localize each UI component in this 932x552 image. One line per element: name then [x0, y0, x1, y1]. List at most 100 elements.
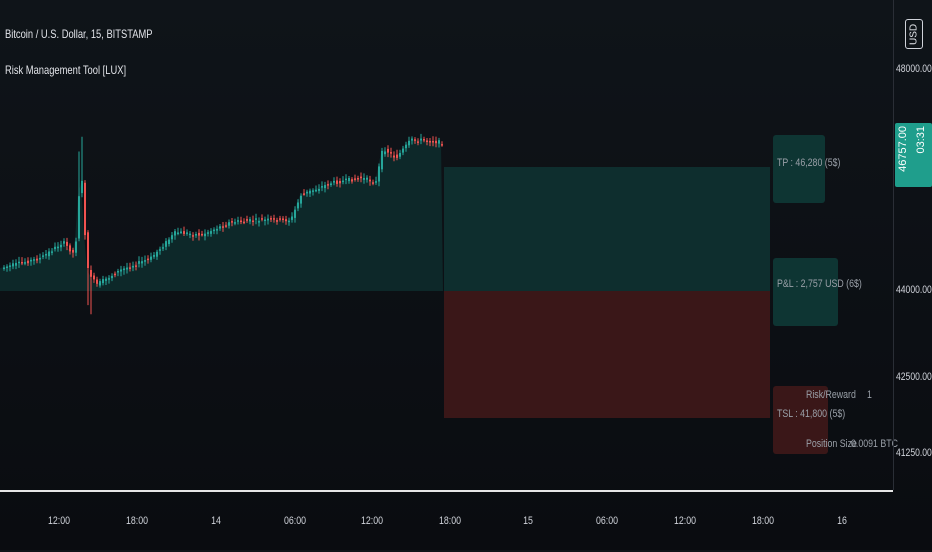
candle-body	[312, 190, 314, 192]
candle-body	[36, 258, 38, 261]
candle-body	[81, 180, 83, 194]
candle-body	[390, 152, 392, 154]
candle-body	[42, 255, 44, 257]
candle-body	[93, 275, 95, 280]
take-profit-zone	[444, 167, 770, 291]
candle-body	[6, 266, 8, 268]
candle-body	[102, 279, 104, 284]
candle-body	[75, 241, 77, 253]
candle-body	[72, 249, 74, 253]
candle-body	[426, 140, 428, 142]
candle-body	[333, 180, 335, 183]
price-label: 44000.00	[896, 284, 932, 296]
candle-body	[78, 196, 80, 239]
candle-body	[30, 259, 32, 262]
price-area-fill	[0, 140, 443, 291]
candle-body	[288, 220, 290, 223]
candle-body	[243, 221, 245, 224]
candle-body	[324, 185, 326, 189]
candle-body	[51, 251, 53, 253]
candle-body	[210, 231, 212, 234]
price-axis[interactable]: 48000.00 44000.00 42500.00 41250.00	[893, 0, 932, 490]
stop-loss-zone	[444, 291, 770, 418]
candle-body	[294, 209, 296, 218]
candle-body	[192, 235, 194, 237]
time-axis[interactable]: 12:00 18:00 14 06:00 12:00 18:00 15 06:0…	[0, 490, 893, 552]
candle-body	[327, 184, 329, 186]
candle-body	[264, 219, 266, 221]
candle-body	[246, 219, 248, 221]
candle-body	[162, 247, 164, 249]
candle-body	[438, 140, 440, 144]
time-label: 06:00	[283, 515, 307, 527]
currency-selector[interactable]: USD	[905, 19, 923, 49]
candle-body	[108, 278, 110, 280]
candle-body	[183, 231, 185, 234]
candle-body	[21, 262, 23, 264]
candle-body	[408, 140, 410, 146]
candle-body	[300, 195, 302, 204]
price-chart[interactable]	[0, 0, 893, 490]
candle-body	[252, 220, 254, 222]
candle-body	[258, 221, 260, 223]
candle-body	[138, 261, 140, 264]
candle-body	[129, 267, 131, 269]
time-label: 16	[837, 515, 847, 527]
candle-body	[381, 150, 383, 170]
time-label: 12:00	[673, 515, 697, 527]
candle-body	[372, 182, 374, 184]
candle-body	[120, 269, 122, 272]
candle-body	[423, 139, 425, 141]
candle-body	[414, 139, 416, 141]
candle-body	[105, 278, 107, 281]
candle-body	[177, 232, 179, 234]
candle-body	[123, 268, 125, 271]
candle-body	[417, 141, 419, 143]
candle-body	[360, 176, 362, 179]
time-label: 12:00	[47, 515, 71, 527]
take-profit-label: TP : 46,280 (5$)	[773, 135, 840, 203]
candle-body	[114, 273, 116, 276]
chart-area[interactable]: TP : 46,280 (5$) P&L : 2,757 USD (6$) TS…	[0, 0, 898, 490]
candle-body	[441, 144, 443, 146]
candle-body	[153, 255, 155, 257]
candle-body	[87, 232, 89, 268]
candle-body	[315, 189, 317, 192]
candle-body	[111, 276, 113, 279]
candle-body	[66, 241, 68, 246]
time-label: 12:00	[360, 515, 384, 527]
candle-body	[171, 235, 173, 240]
candle-body	[168, 239, 170, 244]
risk-reward-key: Risk/Reward	[806, 389, 856, 401]
candle-body	[69, 245, 71, 252]
time-label: 18:00	[751, 515, 775, 527]
candle-body	[126, 267, 128, 270]
candle-body	[387, 148, 389, 153]
candle-body	[198, 232, 200, 236]
candle-body	[204, 233, 206, 237]
candle-body	[273, 218, 275, 220]
candle-body	[429, 141, 431, 143]
candle-body	[348, 178, 350, 182]
candle-body	[45, 254, 47, 256]
candle-body	[57, 246, 59, 249]
candle-body	[351, 179, 353, 182]
candle-body	[237, 220, 239, 222]
indicator-title[interactable]: Risk Management Tool [LUX]	[5, 63, 127, 77]
candle-body	[276, 220, 278, 222]
price-label: 41250.00	[896, 447, 932, 459]
time-label: 15	[523, 515, 533, 527]
candle-body	[225, 225, 227, 227]
candle-body	[186, 232, 188, 234]
candle-body	[141, 261, 143, 264]
position-size-key: Position Size	[806, 438, 857, 450]
bar-countdown: 03:31	[915, 126, 927, 154]
candle-body	[12, 263, 14, 267]
candle-body	[135, 265, 137, 267]
candle-body	[189, 233, 191, 236]
current-price: 46757.00	[897, 126, 909, 172]
candle-body	[291, 216, 293, 220]
candle-body	[363, 178, 365, 180]
symbol-title[interactable]: Bitcoin / U.S. Dollar, 15, BITSTAMP	[5, 27, 153, 41]
candle-body	[219, 226, 221, 229]
